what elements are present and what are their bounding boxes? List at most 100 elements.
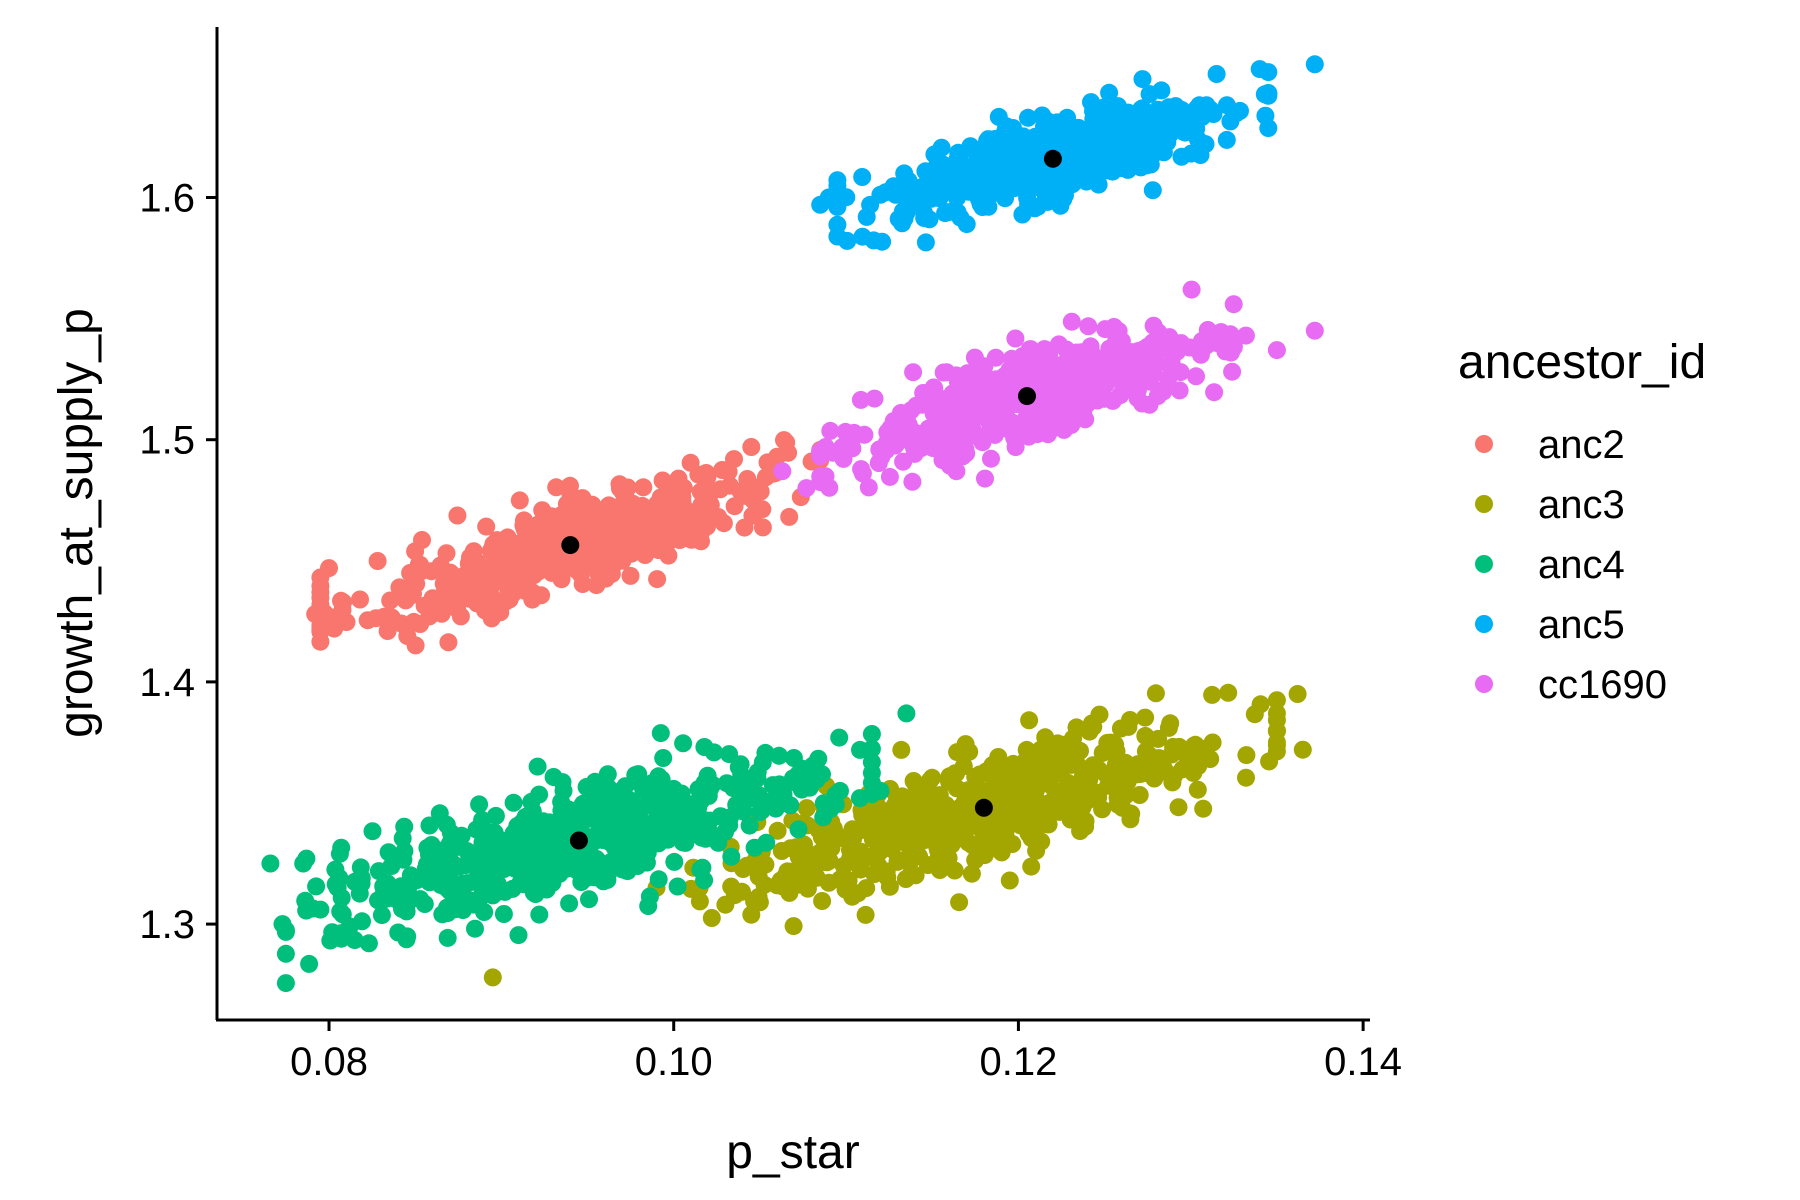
point-anc4 <box>757 833 776 852</box>
point-anc3 <box>868 843 887 861</box>
point-anc3 <box>1000 871 1019 890</box>
point-anc5 <box>1259 119 1278 138</box>
point-cc1690 <box>816 467 835 486</box>
point-anc3 <box>1090 705 1109 724</box>
point-anc2 <box>725 450 743 469</box>
point-anc4 <box>697 812 716 831</box>
point-anc4 <box>862 725 881 743</box>
point-anc5 <box>957 215 976 234</box>
point-anc2 <box>378 622 397 640</box>
point-anc4 <box>729 758 748 777</box>
point-anc3 <box>1128 755 1147 774</box>
point-anc3 <box>690 892 709 911</box>
point-anc5 <box>1133 99 1152 118</box>
point-cc1690 <box>1207 333 1226 352</box>
point-anc4 <box>417 855 436 874</box>
point-anc4 <box>526 885 545 904</box>
point-anc3 <box>1121 804 1140 823</box>
point-anc5 <box>939 203 958 222</box>
point-anc3 <box>1203 733 1222 752</box>
point-anc4 <box>433 905 452 924</box>
point-anc3 <box>1149 729 1168 748</box>
point-anc4 <box>654 749 673 767</box>
point-anc3 <box>1130 786 1149 804</box>
point-anc3 <box>901 865 920 884</box>
point-anc5 <box>1217 130 1236 149</box>
point-anc3 <box>1260 752 1279 771</box>
point-anc2 <box>406 563 425 582</box>
point-anc2 <box>470 578 489 597</box>
point-cc1690 <box>956 440 975 459</box>
point-anc2 <box>590 529 609 548</box>
point-anc3 <box>1056 799 1075 818</box>
legend-label-anc3: anc3 <box>1538 483 1625 527</box>
point-anc4 <box>512 845 531 864</box>
point-anc4 <box>530 905 549 924</box>
point-anc5 <box>819 188 838 207</box>
point-anc2 <box>398 627 417 645</box>
point-anc4 <box>420 816 439 835</box>
point-anc5 <box>1002 151 1020 170</box>
point-anc4 <box>359 934 378 953</box>
point-cc1690 <box>976 469 994 488</box>
point-anc5 <box>950 147 969 166</box>
point-anc5 <box>1118 160 1137 179</box>
point-anc4 <box>649 870 668 889</box>
point-anc2 <box>573 575 592 593</box>
point-anc2 <box>648 570 667 589</box>
point-anc4 <box>555 803 574 822</box>
point-anc4 <box>399 877 418 896</box>
point-anc3 <box>856 905 875 924</box>
point-anc2 <box>602 564 621 583</box>
point-cc1690 <box>947 462 966 481</box>
x-tick-label: 0.08 <box>290 1040 368 1084</box>
point-cc1690 <box>1170 381 1189 400</box>
point-anc3 <box>834 856 853 875</box>
point-cc1690 <box>992 404 1010 423</box>
point-anc4 <box>674 734 693 753</box>
point-anc4 <box>514 875 533 894</box>
point-cc1690 <box>1236 326 1255 345</box>
point-anc3 <box>768 876 787 895</box>
point-anc3 <box>1203 685 1222 704</box>
point-anc4 <box>443 833 462 852</box>
point-anc4 <box>669 806 688 825</box>
point-anc3 <box>1107 742 1126 761</box>
point-cc1690 <box>851 390 870 409</box>
point-anc3 <box>702 909 721 927</box>
point-anc4 <box>307 877 326 896</box>
point-anc5 <box>989 176 1008 195</box>
group-mean-points <box>561 149 1062 850</box>
point-anc4 <box>328 878 347 897</box>
point-anc3 <box>1188 780 1207 799</box>
point-cc1690 <box>853 464 872 483</box>
point-anc5 <box>1062 175 1081 194</box>
point-anc4 <box>398 927 417 946</box>
point-cc1690 <box>1126 347 1145 366</box>
point-anc3 <box>808 855 827 874</box>
point-cc1690 <box>1018 420 1037 439</box>
legend-label-anc4: anc4 <box>1538 543 1625 587</box>
point-anc4 <box>522 792 541 811</box>
point-anc4 <box>326 860 345 879</box>
point-anc3 <box>716 895 735 914</box>
point-anc2 <box>368 552 387 570</box>
point-anc3 <box>897 794 916 813</box>
point-cc1690 <box>859 478 878 497</box>
x-tick-label: 0.10 <box>635 1040 713 1084</box>
point-anc4 <box>830 728 849 747</box>
point-anc3 <box>1121 711 1139 729</box>
y-tick-label: 1.4 <box>139 661 195 705</box>
point-anc2 <box>510 491 529 510</box>
legend-key-cc1690 <box>1475 675 1493 693</box>
point-cc1690 <box>1223 362 1242 381</box>
point-anc3 <box>1076 812 1095 831</box>
point-anc4 <box>740 816 759 835</box>
point-anc3 <box>995 782 1014 800</box>
point-anc4 <box>372 906 391 925</box>
point-anc5 <box>893 214 912 233</box>
point-anc4 <box>475 820 493 839</box>
point-anc5 <box>947 188 966 207</box>
point-anc2 <box>714 514 733 533</box>
point-anc4 <box>734 802 753 821</box>
